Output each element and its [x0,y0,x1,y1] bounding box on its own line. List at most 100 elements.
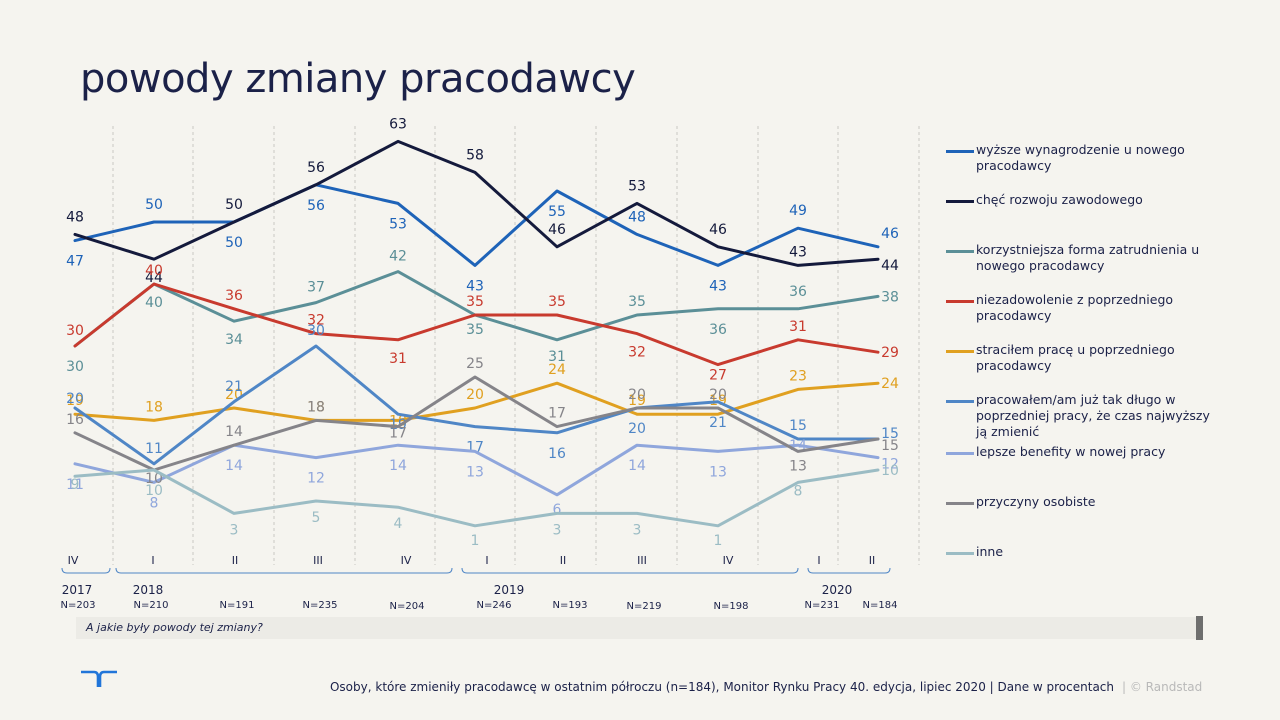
data-label-s1-p1: 47 [66,254,84,270]
data-label-s2-p5: 63 [389,116,407,132]
legend-swatch-3 [946,250,974,253]
data-label-s9-p6: 1 [471,533,480,549]
data-label-s8-p4: 18 [307,399,325,415]
data-label-s6-p4: 30 [307,323,325,339]
data-label-s2-p9: 46 [709,222,727,238]
data-label-s4-p10: 31 [789,319,807,335]
question-bar: A jakie były powody tej zmiany? [76,617,1200,639]
data-label-s8-p9: 20 [709,387,727,403]
data-label-s5-p2: 18 [145,399,163,415]
period-label-8: III [637,554,647,567]
footer-copyright: | © Randstad [1122,680,1203,694]
year-label-2020: 2020 [822,583,853,597]
period-label-5: IV [401,554,412,567]
data-label-s9-p9: 1 [714,533,723,549]
data-label-s9-p3: 3 [230,522,239,538]
legend-item-8: przyczyny osobiste [946,494,1216,510]
sample-size-3: N=191 [220,600,255,611]
legend-swatch-8 [946,502,974,505]
data-label-s8-p7: 17 [548,406,566,422]
legend-swatch-7 [946,452,974,455]
data-label-s6-p7: 16 [548,446,566,462]
data-label-s4-p9: 27 [709,368,727,384]
data-label-s7-p8: 14 [628,458,646,474]
footer-source: Osoby, które zmieniły pracodawcę w ostat… [329,680,1114,694]
series-line-9 [73,468,880,528]
data-label-s2-p1: 48 [66,209,84,225]
data-label-s4-p3: 36 [225,288,243,304]
legend-item-2: chęć rozwoju zawodowego [946,192,1216,208]
year-label-2018: 2018 [133,583,164,597]
data-label-s5-p11: 24 [881,376,899,392]
legend-item-4: niezadowolenie z poprzedniego pracodawcy [946,292,1216,324]
legend-label-9: inne [976,544,1004,559]
legend-item-9: inne [946,544,1216,560]
data-label-s5-p4: 18 [307,399,325,415]
sample-size-11: N=184 [863,600,898,611]
sample-size-7: N=193 [553,600,588,611]
legend-item-1: wyższe wynagrodzenie u nowego pracodawcy [946,142,1216,174]
data-label-s7-p9: 13 [709,464,727,480]
legend-item-3: korzystniejsza forma zatrudnienia u nowe… [946,242,1216,274]
data-label-s6-p11: 15 [881,426,899,442]
data-label-s9-p8: 3 [633,522,642,538]
data-label-s8-p5: 17 [389,426,407,442]
data-label-s9-p5: 4 [394,516,403,532]
data-label-s2-p7: 46 [548,222,566,238]
page-title: powody zmiany pracodawcy [80,56,636,102]
data-label-s3-p9: 36 [709,322,727,338]
scroll-handle[interactable] [1196,616,1203,640]
data-label-s1-p8: 48 [628,209,646,225]
sample-size-2: N=210 [134,600,169,611]
legend-item-6: pracowałem/am już tak długo w poprzednie… [946,392,1216,440]
sample-size-9: N=198 [714,601,749,612]
sample-size-5: N=204 [390,601,425,612]
year-bracket-3 [461,567,799,574]
data-label-s4-p5: 31 [389,351,407,367]
year-label-2017: 2017 [62,583,93,597]
data-label-s1-p3: 50 [225,235,243,251]
data-label-s8-p1: 16 [66,412,84,428]
data-label-s8-p2: 10 [145,471,163,487]
data-label-s3-p8: 35 [628,294,646,310]
data-label-s6-p9: 21 [709,415,727,431]
legend-label-3: korzystniejsza forma zatrudnienia u nowe… [976,242,1200,273]
data-label-s8-p8: 20 [628,387,646,403]
legend-swatch-4 [946,300,974,303]
legend-swatch-1 [946,150,974,153]
year-bracket-2 [115,567,453,574]
data-label-s3-p2: 40 [145,295,163,311]
data-label-s2-p4: 56 [307,160,325,176]
data-label-s3-p3: 34 [225,332,243,348]
data-label-s4-p11: 29 [881,345,899,361]
data-label-s9-p10: 8 [794,483,803,499]
period-label-9: IV [723,554,734,567]
data-label-s7-p4: 12 [307,471,325,487]
data-label-s7-p5: 14 [389,458,407,474]
period-label-10: I [817,554,820,567]
data-label-s3-p4: 37 [307,280,325,296]
sample-size-1: N=203 [61,600,96,611]
data-label-s1-p11: 46 [881,226,899,242]
randstad-logo-icon [81,670,117,687]
question-text: A jakie były powody tej zmiany? [86,621,263,634]
data-label-s2-p6: 58 [466,147,484,163]
data-label-s9-p2: 10 [145,483,163,499]
data-label-s7-p6: 13 [466,464,484,480]
data-label-s6-p1: 20 [66,391,84,407]
data-label-s9-p1: 9 [71,477,80,493]
series-line-7 [73,443,880,497]
data-label-s5-p1: 19 [66,393,84,409]
data-label-s4-p7: 35 [548,294,566,310]
data-label-s6-p3: 21 [225,379,243,395]
data-label-s5-p10: 23 [789,368,807,384]
legend-label-1: wyższe wynagrodzenie u nowego pracodawcy [976,142,1185,173]
year-bracket-4 [807,567,891,574]
data-label-s1-p2: 50 [145,197,163,213]
legend-item-7: lepsze benefity w nowej pracy [946,444,1216,460]
data-label-s1-p6: 43 [466,278,484,294]
sample-size-8: N=219 [627,601,662,612]
data-label-s8-p6: 25 [466,356,484,372]
year-bracket-1 [61,567,111,574]
